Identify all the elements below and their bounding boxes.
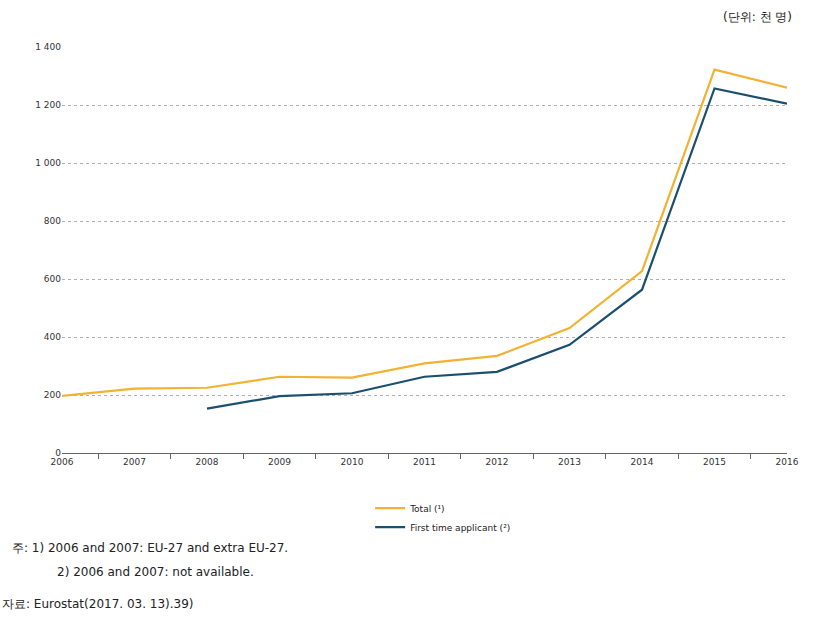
svg-text:2011: 2011 — [413, 457, 436, 467]
svg-text:1 200: 1 200 — [35, 100, 61, 110]
svg-text:2006: 2006 — [51, 457, 74, 467]
svg-text:2015: 2015 — [703, 457, 726, 467]
svg-text:First time applicant (²): First time applicant (²) — [410, 523, 510, 533]
svg-text:(단위: 천 명): (단위: 천 명) — [723, 10, 792, 24]
svg-text:1 400: 1 400 — [35, 42, 61, 52]
svg-text:주: 1) 2006 and 2007: EU-27 and: 주: 1) 2006 and 2007: EU-27 and extra EU-… — [12, 541, 288, 555]
svg-text:2008: 2008 — [196, 457, 219, 467]
svg-text:자료: Eurostat(2017. 03. 13).39): 자료: Eurostat(2017. 03. 13).39) — [2, 597, 194, 611]
svg-text:1 000: 1 000 — [35, 158, 61, 168]
svg-text:2010: 2010 — [341, 457, 364, 467]
svg-text:400: 400 — [44, 332, 61, 342]
svg-text:600: 600 — [44, 274, 61, 284]
svg-text:2007: 2007 — [123, 457, 146, 467]
svg-text:2012: 2012 — [486, 457, 509, 467]
svg-text:2009: 2009 — [268, 457, 291, 467]
svg-text:2016: 2016 — [776, 457, 799, 467]
svg-text:200: 200 — [44, 390, 61, 400]
svg-text:2) 2006 and 2007: not availabl: 2) 2006 and 2007: not available. — [57, 565, 254, 579]
svg-text:800: 800 — [44, 216, 61, 226]
svg-text:0: 0 — [55, 448, 61, 458]
svg-text:2013: 2013 — [558, 457, 581, 467]
svg-text:2014: 2014 — [631, 457, 654, 467]
svg-text:Total (¹): Total (¹) — [409, 504, 445, 514]
